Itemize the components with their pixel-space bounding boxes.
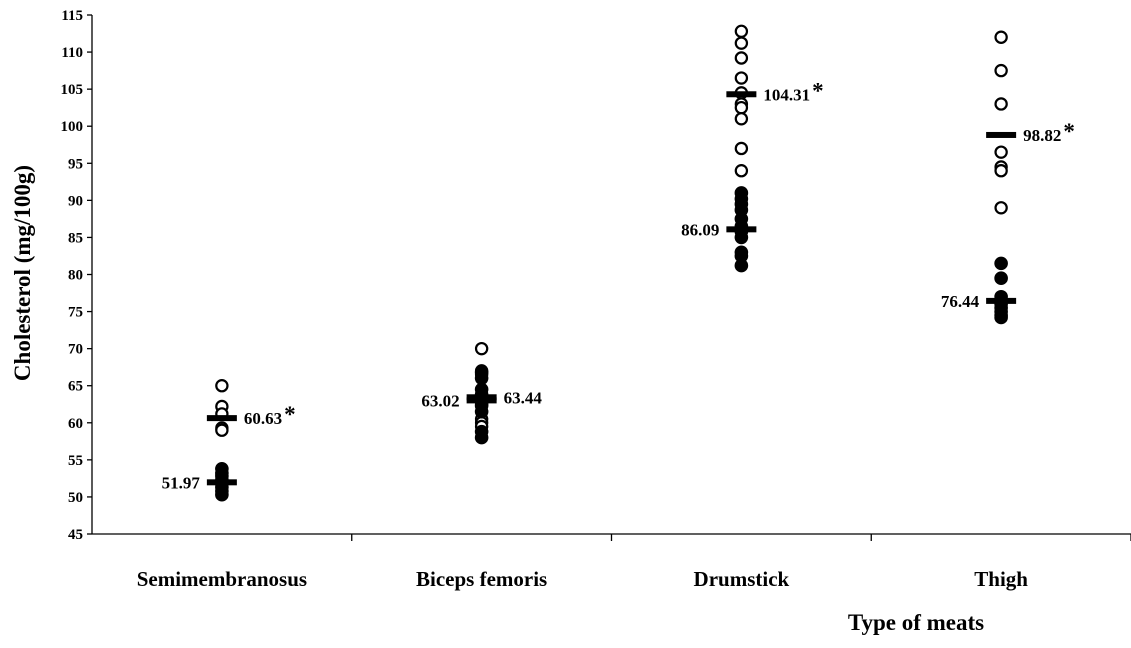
y-tick-label: 75	[68, 305, 83, 321]
y-tick-label: 115	[61, 8, 83, 24]
significance-star: *	[284, 402, 296, 427]
filled-point	[474, 430, 489, 445]
mean-label: 104.31	[763, 85, 810, 104]
mean-bar	[206, 479, 237, 486]
open-point	[994, 97, 1008, 111]
filled-point	[994, 271, 1008, 286]
open-point	[994, 163, 1008, 178]
mean-bar	[986, 297, 1017, 304]
filled-point	[994, 256, 1008, 271]
x-category-label: Biceps femoris	[416, 567, 547, 591]
mean-label: 76.44	[941, 292, 980, 311]
y-tick-label: 100	[61, 119, 84, 135]
open-point	[994, 30, 1008, 44]
y-tick-label: 110	[61, 45, 83, 61]
open-point	[215, 379, 229, 393]
y-tick-label: 70	[68, 342, 83, 358]
y-tick-label: 80	[68, 268, 83, 284]
x-axis-title: Type of meats	[848, 610, 984, 635]
x-category-label: Semimembranosus	[137, 567, 307, 591]
mean-label: 63.44	[504, 388, 543, 407]
mean-bar	[986, 131, 1017, 138]
mean-label: 60.63	[244, 409, 282, 428]
y-tick-label: 105	[61, 82, 84, 98]
y-tick-label: 60	[68, 416, 83, 432]
significance-star: *	[1063, 119, 1075, 144]
y-axis-title: Cholesterol (mg/100g)	[10, 165, 35, 381]
open-point	[994, 145, 1008, 159]
y-tick-label: 95	[68, 156, 83, 172]
mean-bar	[466, 397, 497, 404]
filled-point	[994, 310, 1008, 325]
open-point	[994, 201, 1008, 215]
y-tick-label: 65	[68, 379, 83, 395]
mean-label: 63.02	[421, 391, 459, 410]
chart-axes: 45 50 55 60 65 70 75 80 85 90 95 100 105 110 115 Semime…	[61, 8, 1131, 591]
open-point	[734, 100, 749, 115]
open-point	[215, 423, 229, 437]
y-tick-label: 90	[68, 193, 83, 209]
filled-point	[734, 230, 749, 245]
open-point	[734, 141, 749, 156]
x-category-label: Thigh	[974, 567, 1028, 591]
y-tick-label: 55	[68, 453, 83, 469]
mean-bar	[726, 91, 757, 98]
open-point	[994, 63, 1008, 78]
y-tick-label: 50	[68, 490, 83, 506]
open-point	[474, 341, 489, 356]
open-point	[734, 71, 749, 85]
open-point	[734, 51, 749, 65]
open-point	[734, 36, 749, 50]
significance-star: *	[812, 78, 824, 103]
mean-label: 51.97	[162, 473, 201, 492]
mean-label: 86.09	[681, 220, 719, 239]
chart-points	[215, 24, 1008, 502]
y-tick-label: 45	[68, 527, 83, 543]
mean-label: 98.82	[1023, 126, 1061, 145]
mean-bar	[206, 415, 237, 422]
mean-bar	[466, 394, 497, 401]
mean-bar	[726, 226, 757, 233]
x-category-label: Drumstick	[694, 567, 790, 591]
open-point	[734, 163, 749, 178]
filled-point	[734, 258, 749, 273]
filled-point	[474, 404, 489, 419]
open-point	[734, 112, 749, 126]
open-point	[734, 24, 749, 39]
y-tick-label: 85	[68, 230, 83, 246]
filled-point	[215, 487, 229, 502]
